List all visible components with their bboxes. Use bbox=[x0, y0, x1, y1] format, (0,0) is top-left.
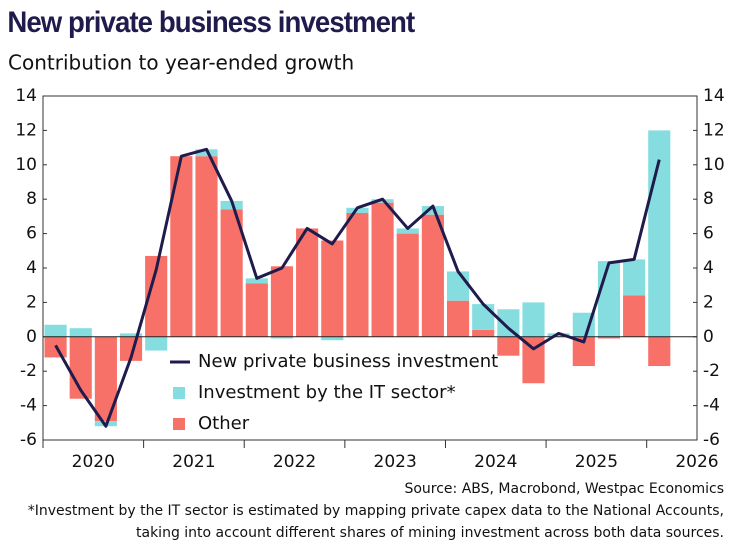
source: Source: ABS, Macrobond, Westpac Economic… bbox=[404, 481, 724, 497]
y2-tick-label: 0 bbox=[703, 327, 714, 347]
bar bbox=[396, 228, 419, 234]
y-tick-label: -4 bbox=[20, 396, 37, 416]
bar bbox=[44, 324, 67, 337]
legend-label: Other bbox=[198, 413, 250, 434]
legend-swatch bbox=[173, 387, 185, 399]
y2-tick-label: -2 bbox=[703, 361, 720, 381]
legend-label: Investment by the IT sector* bbox=[198, 382, 456, 403]
y-tick-label: 8 bbox=[26, 189, 37, 209]
bar bbox=[597, 336, 621, 339]
bar bbox=[472, 304, 495, 330]
bar bbox=[346, 212, 369, 337]
bar bbox=[497, 309, 520, 337]
chart-title: New private business investment bbox=[7, 6, 415, 39]
legend-label: New private business investment bbox=[198, 351, 498, 372]
bar bbox=[623, 259, 646, 296]
y2-tick-label: 10 bbox=[703, 155, 725, 175]
bar bbox=[245, 283, 268, 337]
bar bbox=[321, 336, 344, 341]
bar bbox=[94, 336, 117, 422]
y2-tick-label: 12 bbox=[703, 120, 725, 140]
x-tick-label: 2024 bbox=[474, 452, 517, 472]
footnote: taking into account different shares of … bbox=[136, 525, 724, 541]
bar bbox=[446, 271, 470, 301]
y-tick-label: 14 bbox=[15, 86, 37, 106]
y-tick-label: 0 bbox=[26, 327, 37, 347]
bar bbox=[170, 156, 193, 337]
bar bbox=[597, 261, 621, 337]
bar bbox=[446, 300, 470, 337]
y-tick-label: 12 bbox=[15, 120, 37, 140]
legend-swatch bbox=[173, 418, 185, 430]
bar bbox=[371, 202, 394, 337]
y2-tick-label: 6 bbox=[703, 224, 714, 244]
y-tick-label: -6 bbox=[20, 430, 37, 450]
bar bbox=[220, 209, 243, 337]
bar bbox=[245, 278, 268, 284]
x-tick-label: 2021 bbox=[172, 452, 215, 472]
line bbox=[54, 147, 661, 428]
y2-tick-label: -4 bbox=[703, 396, 720, 416]
y2-tick-label: 2 bbox=[703, 292, 714, 312]
y2-tick-label: 8 bbox=[703, 189, 714, 209]
bar bbox=[522, 302, 545, 337]
bar bbox=[497, 336, 520, 356]
bar bbox=[572, 336, 595, 367]
bar bbox=[623, 295, 646, 337]
y-tick-label: 6 bbox=[26, 224, 37, 244]
bar bbox=[421, 206, 444, 215]
bar bbox=[421, 214, 444, 337]
bar bbox=[522, 336, 545, 384]
bar bbox=[195, 149, 218, 157]
bar bbox=[145, 336, 168, 351]
x-tick-label: 2023 bbox=[374, 452, 417, 472]
bar bbox=[119, 333, 143, 337]
y2-tick-label: 4 bbox=[703, 258, 714, 278]
bar bbox=[396, 233, 419, 337]
x-tick-label: 2022 bbox=[273, 452, 316, 472]
y-tick-label: 10 bbox=[15, 155, 37, 175]
chart-subtitle: Contribution to year-ended growth bbox=[8, 51, 354, 75]
bar bbox=[69, 328, 92, 337]
y-tick-label: 4 bbox=[26, 258, 37, 278]
plot-frame bbox=[42, 95, 698, 441]
bar bbox=[472, 329, 495, 337]
y2-tick-label: 14 bbox=[703, 86, 725, 106]
x-tick-label: 2020 bbox=[72, 452, 115, 472]
y2-tick-label: -6 bbox=[703, 430, 720, 450]
bar bbox=[270, 266, 294, 337]
bar bbox=[572, 312, 595, 337]
bar bbox=[321, 240, 344, 337]
footnote: *Investment by the IT sector is estimate… bbox=[28, 503, 724, 519]
bar bbox=[145, 255, 168, 337]
y-tick-label: -2 bbox=[20, 361, 37, 381]
x-tick-label: 2026 bbox=[675, 452, 718, 472]
bar bbox=[195, 156, 218, 337]
y-tick-label: 2 bbox=[26, 292, 37, 312]
bar bbox=[270, 336, 294, 339]
x-tick-label: 2025 bbox=[575, 452, 618, 472]
bar bbox=[296, 228, 319, 337]
bar bbox=[648, 336, 671, 367]
